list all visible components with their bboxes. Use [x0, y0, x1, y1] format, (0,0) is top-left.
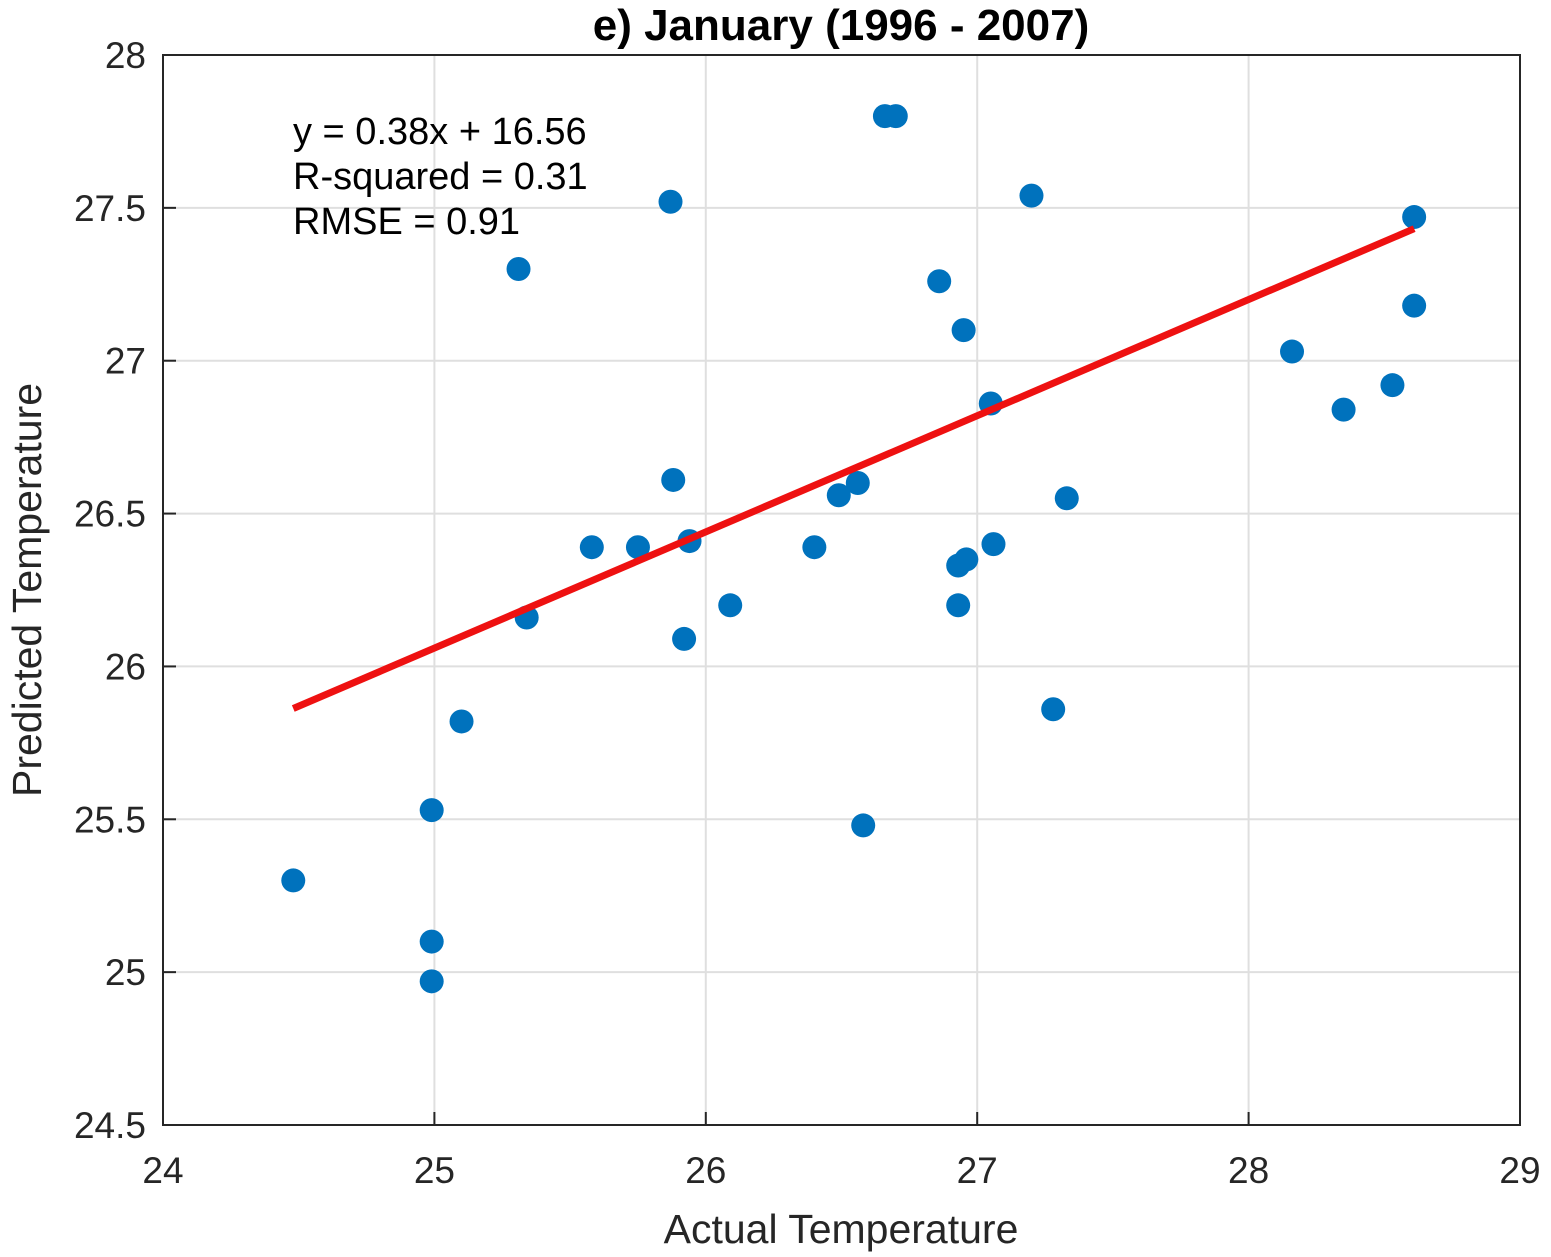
- data-point: [661, 467, 686, 492]
- plot-area: [281, 104, 1427, 994]
- data-point: [672, 626, 697, 651]
- data-point: [954, 547, 979, 572]
- y-tick-label: 25.5: [74, 799, 146, 840]
- data-point: [845, 471, 870, 495]
- data-point: [579, 535, 604, 560]
- data-point: [1402, 205, 1427, 230]
- data-point: [981, 532, 1006, 557]
- data-point: [927, 269, 952, 294]
- x-tick-label: 25: [414, 1150, 455, 1191]
- data-point: [1054, 486, 1079, 511]
- y-tick-label: 27.5: [74, 188, 146, 229]
- data-point: [1380, 373, 1405, 398]
- data-point: [1041, 697, 1066, 722]
- x-tick-label: 27: [957, 1150, 998, 1191]
- data-point: [1402, 293, 1427, 318]
- equation-annotation: y = 0.38x + 16.56 R-squared = 0.31 RMSE …: [293, 111, 588, 243]
- data-point: [802, 535, 827, 560]
- data-point: [946, 593, 971, 618]
- r-squared-label: R-squared = 0.31: [293, 156, 588, 198]
- chart-title: e) January (1996 - 2007): [593, 1, 1090, 50]
- data-point: [419, 929, 444, 954]
- data-point: [658, 189, 683, 214]
- data-point: [281, 868, 306, 893]
- data-point: [1331, 397, 1356, 422]
- regression-line: [291, 225, 1416, 712]
- y-axis-label: Predicted Temperature: [4, 383, 50, 797]
- data-point: [419, 798, 444, 823]
- data-point: [506, 257, 531, 281]
- data-point: [625, 535, 650, 560]
- data-point: [718, 593, 743, 618]
- axes-box: [162, 54, 1521, 1126]
- data-point: [883, 104, 908, 129]
- regression-equation: y = 0.38x + 16.56: [293, 111, 587, 153]
- data-point: [851, 813, 876, 838]
- x-tick-label: 28: [1228, 1150, 1269, 1191]
- axis-ticks: 24 25 26 27 28 29 24.5 25 25.5 26 26.5 27 27.5 28: [74, 35, 1541, 1191]
- y-tick-label: 26: [105, 646, 146, 687]
- x-tick-label: 24: [142, 1150, 183, 1191]
- y-tick-label: 28: [105, 35, 146, 76]
- data-point: [449, 709, 474, 734]
- data-point: [419, 969, 444, 994]
- x-tick-label: 29: [1499, 1150, 1540, 1191]
- y-tick-label: 27: [105, 341, 146, 382]
- data-point: [826, 483, 851, 508]
- data-point: [1280, 339, 1305, 364]
- x-tick-label: 26: [685, 1150, 726, 1191]
- rmse-label: RMSE = 0.91: [293, 201, 520, 243]
- x-axis-label: Actual Temperature: [664, 1206, 1019, 1252]
- y-tick-label: 26.5: [74, 494, 146, 535]
- y-tick-label: 25: [105, 952, 146, 993]
- y-tick-label: 24.5: [74, 1105, 146, 1146]
- data-point: [1019, 183, 1044, 208]
- data-point: [951, 318, 976, 343]
